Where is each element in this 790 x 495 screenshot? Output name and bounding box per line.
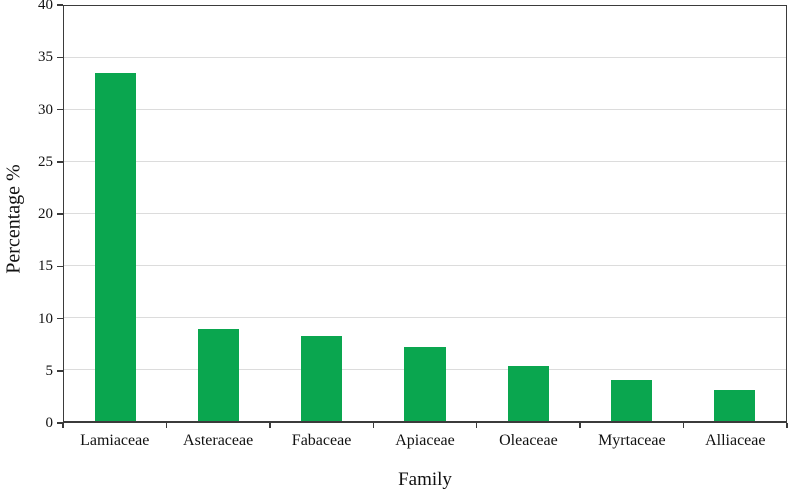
category-label: Apiaceae <box>395 432 455 449</box>
x-tick-mark <box>682 423 685 428</box>
gridline <box>64 57 786 59</box>
gridline <box>64 213 786 214</box>
category-label: Lamiaceae <box>80 432 150 449</box>
y-tick-label: 35 <box>38 49 53 66</box>
y-tick-mark <box>57 265 63 267</box>
bar <box>94 73 137 421</box>
y-tick-label: 20 <box>38 206 53 222</box>
plot-area <box>63 5 787 423</box>
gridline <box>64 264 786 266</box>
category-label: Oleaceae <box>499 432 558 449</box>
bar <box>610 379 652 421</box>
x-tick-mark <box>165 423 168 428</box>
y-tick-mark <box>57 56 63 58</box>
x-tick-mark <box>475 423 478 428</box>
gridline <box>64 316 786 318</box>
y-tick-label: 25 <box>38 153 53 170</box>
bar <box>713 389 756 421</box>
x-tick-mark <box>579 423 581 428</box>
gridline <box>64 161 786 163</box>
category-label: Alliaceae <box>705 432 766 449</box>
category-label: Myrtaceae <box>598 432 666 449</box>
x-axis-title: Family <box>398 469 452 490</box>
x-tick-mark <box>786 423 788 428</box>
y-tick-label: 5 <box>45 362 54 379</box>
y-tick-mark <box>57 161 63 163</box>
y-tick-label: 40 <box>38 0 53 13</box>
y-tick-label: 10 <box>38 310 53 327</box>
y-tick-label: 0 <box>45 415 54 431</box>
y-tick-mark <box>57 108 63 111</box>
category-label: Fabaceae <box>291 432 352 449</box>
bar <box>198 328 240 421</box>
y-tick-mark <box>57 370 63 372</box>
x-tick-mark <box>372 423 375 428</box>
bar <box>301 335 343 421</box>
y-tick-mark <box>57 4 63 6</box>
y-tick-label: 15 <box>38 258 53 275</box>
x-tick-mark <box>62 423 64 428</box>
y-tick-label: 30 <box>38 101 53 118</box>
y-tick-mark <box>57 422 63 424</box>
bar <box>507 366 549 421</box>
x-tick-mark <box>269 423 271 428</box>
y-tick-mark <box>57 213 63 215</box>
gridline <box>64 109 786 111</box>
category-label: Asteraceae <box>183 432 254 449</box>
y-tick-mark <box>57 317 63 320</box>
bar <box>404 347 446 421</box>
